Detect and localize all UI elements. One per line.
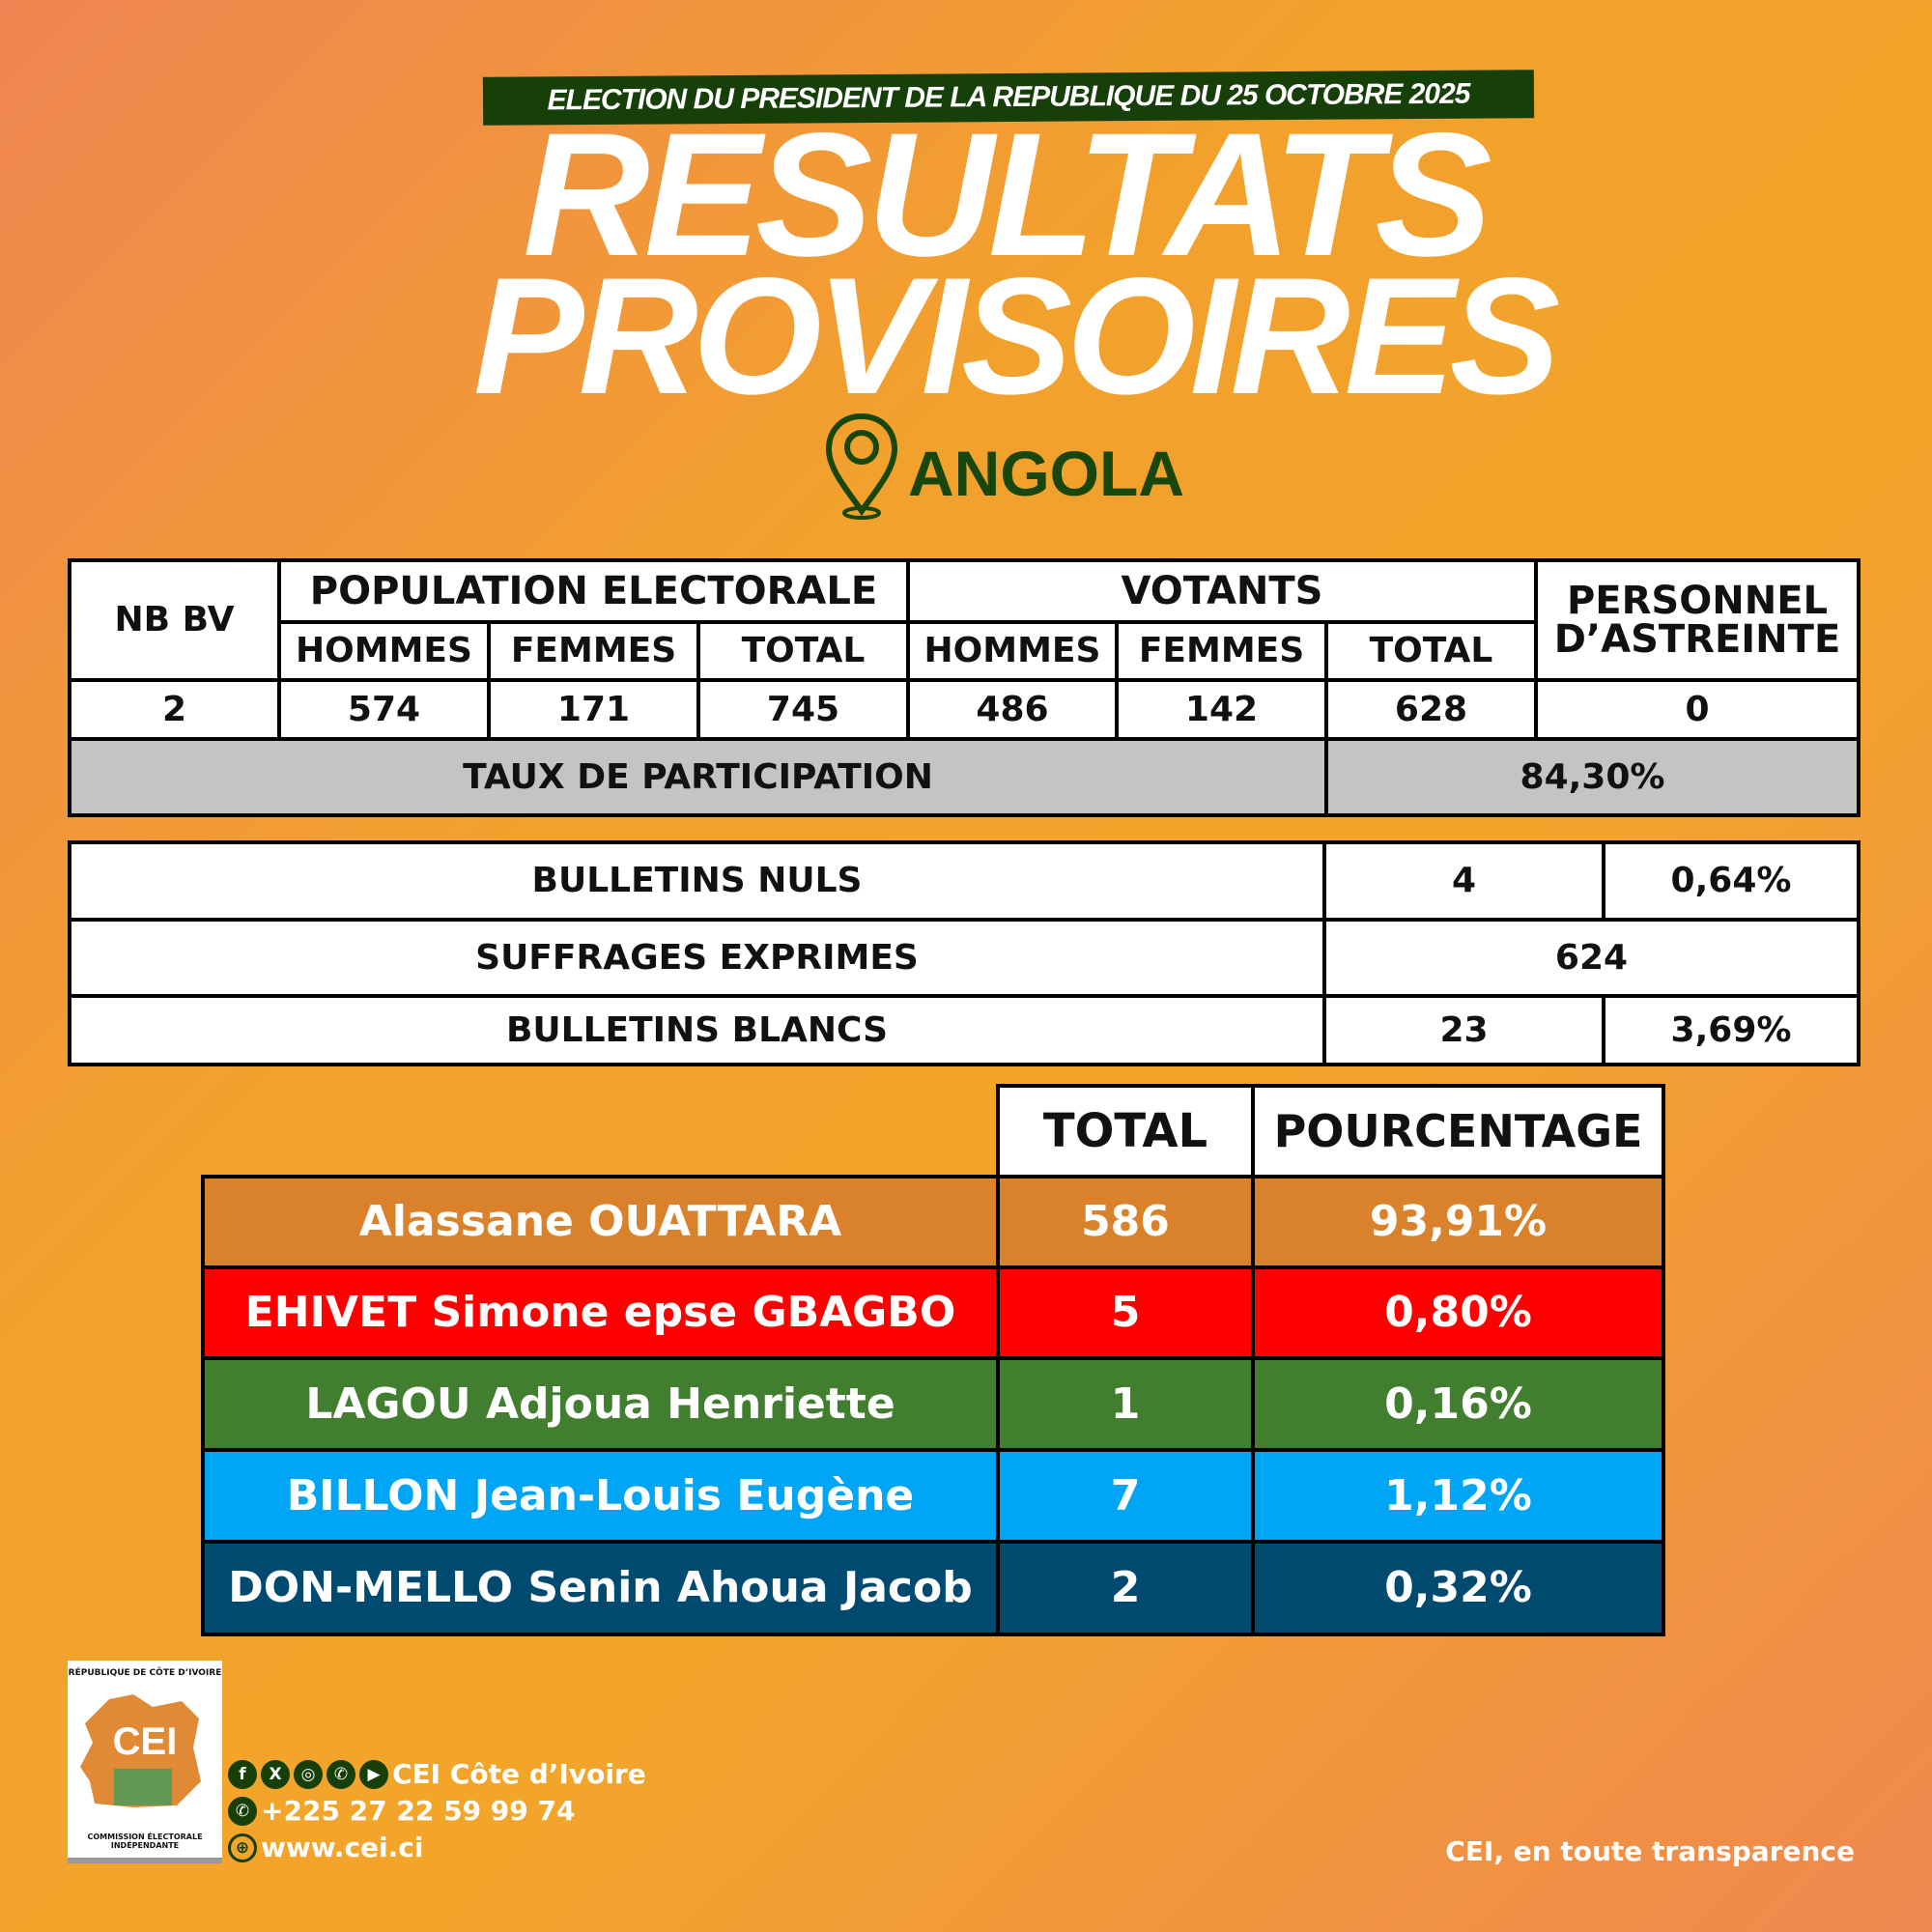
taux-value: 84,30% — [1324, 737, 1861, 817]
phone-number: +225 27 22 59 99 74 — [261, 1795, 576, 1827]
pop-hommes-header: HOMMES — [277, 620, 491, 682]
tagline: CEI, en toute transparence — [1445, 1835, 1855, 1867]
candidate-pct: 0,80% — [1251, 1265, 1665, 1360]
candidate-name: BILLON Jean-Louis Eugène — [201, 1448, 1000, 1544]
candidate-name: Alassane OUATTARA — [201, 1175, 1000, 1269]
vot-total-value: 628 — [1324, 678, 1538, 741]
candidate-name: DON-MELLO Senin Ahoua Jacob — [201, 1540, 1000, 1636]
candidate-pct: 1,12% — [1251, 1448, 1665, 1544]
population-header: POPULATION ELECTORALE — [277, 558, 910, 624]
pop-femmes-value: 171 — [487, 678, 700, 741]
nb-bv-value: 2 — [68, 678, 281, 741]
location-pin-icon — [825, 412, 898, 520]
blancs-label: BULLETINS BLANCS — [68, 994, 1326, 1066]
country-name: ANGOLA — [908, 438, 1184, 509]
pop-hommes-value: 574 — [277, 678, 491, 741]
total-header: TOTAL — [996, 1084, 1255, 1179]
vot-total-header: TOTAL — [1324, 620, 1538, 682]
vot-hommes-header: HOMMES — [906, 620, 1119, 682]
pct-header: POURCENTAGE — [1251, 1084, 1665, 1179]
phone-icon: ✆ — [228, 1796, 257, 1826]
title-resultats: RESULTATS — [523, 96, 1492, 293]
logo-top-text: RÉPUBLIQUE DE CÔTE D’IVOIRE — [68, 1668, 222, 1678]
blancs-pct: 3,69% — [1602, 994, 1861, 1066]
vot-femmes-value: 142 — [1115, 678, 1328, 741]
taux-label: TAUX DE PARTICIPATION — [68, 737, 1328, 817]
candidate-name: LAGOU Adjoua Henriette — [201, 1356, 1000, 1452]
vot-hommes-value: 486 — [906, 678, 1119, 741]
blancs-value: 23 — [1322, 994, 1605, 1066]
ivory-coast-map-icon — [80, 1694, 201, 1807]
candidate-pct: 0,16% — [1251, 1356, 1665, 1452]
nuls-value: 4 — [1322, 840, 1605, 922]
candidate-total: 2 — [996, 1540, 1255, 1636]
phone-row: ✆ +225 27 22 59 99 74 — [228, 1795, 575, 1827]
candidate-pct: 93,91% — [1251, 1175, 1665, 1269]
cei-logo: RÉPUBLIQUE DE CÔTE D’IVOIRE CEI COMMISSI… — [68, 1661, 222, 1863]
social-row: f X ◎ ✆ ▶ CEI Côte d’Ivoire — [228, 1758, 646, 1790]
exprimes-value: 624 — [1322, 918, 1861, 998]
exprimes-label: SUFFRAGES EXPRIMES — [68, 918, 1326, 998]
social-handle: CEI Côte d’Ivoire — [392, 1758, 646, 1790]
candidate-total: 586 — [996, 1175, 1255, 1269]
personnel-header: PERSONNEL D’ASTREINTE — [1534, 558, 1861, 682]
website-link[interactable]: www.cei.ci — [261, 1832, 424, 1863]
vot-femmes-header: FEMMES — [1115, 620, 1328, 682]
facebook-icon[interactable]: f — [228, 1759, 257, 1789]
votants-header: VOTANTS — [906, 558, 1538, 624]
personnel-value: 0 — [1534, 678, 1861, 741]
nuls-label: BULLETINS NULS — [68, 840, 1326, 922]
globe-icon: ⊕ — [228, 1833, 257, 1862]
pop-total-header: TOTAL — [696, 620, 910, 682]
logo-cei-text: CEI — [112, 1720, 178, 1763]
candidate-total: 1 — [996, 1356, 1255, 1452]
logo-bottom-text: COMMISSION ÉLECTORALE INDÉPENDANTE — [87, 1833, 203, 1850]
instagram-icon[interactable]: ◎ — [294, 1759, 323, 1789]
website-row: ⊕ www.cei.ci — [228, 1832, 423, 1863]
candidate-name: EHIVET Simone epse GBAGBO — [201, 1265, 1000, 1360]
whatsapp-icon[interactable]: ✆ — [327, 1759, 355, 1789]
candidate-pct: 0,32% — [1251, 1540, 1665, 1636]
x-icon[interactable]: X — [261, 1759, 290, 1789]
pop-total-value: 745 — [696, 678, 910, 741]
pop-femmes-header: FEMMES — [487, 620, 700, 682]
youtube-icon[interactable]: ▶ — [359, 1759, 388, 1789]
candidate-total: 7 — [996, 1448, 1255, 1544]
nb-bv-header: NB BV — [68, 558, 281, 682]
title-provisoires: PROVISOIRES — [473, 243, 1560, 429]
candidate-total: 5 — [996, 1265, 1255, 1360]
nuls-pct: 0,64% — [1602, 840, 1861, 922]
